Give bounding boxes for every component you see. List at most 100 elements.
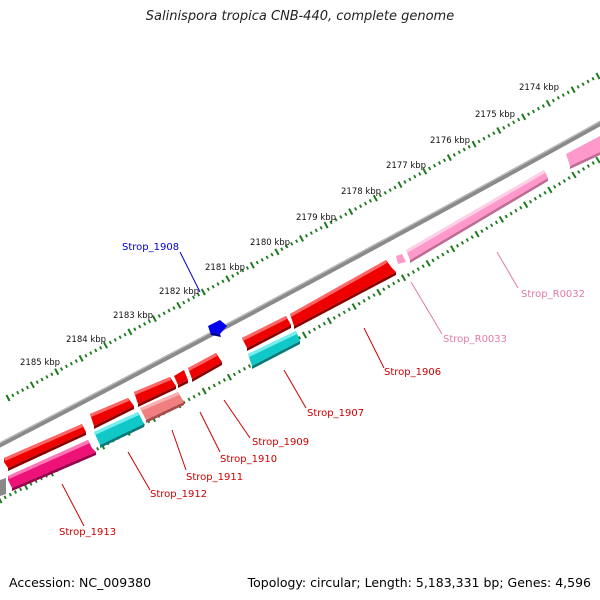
outer-tick xyxy=(211,284,215,289)
inner-tick xyxy=(207,386,211,391)
outer-tick xyxy=(545,99,551,107)
outer-tick xyxy=(84,353,88,358)
outer-tick xyxy=(192,295,196,300)
gene-label-strop-1912[interactable]: Strop_1912 xyxy=(150,489,207,500)
outer-tick xyxy=(167,308,171,313)
inner-tick xyxy=(523,201,529,209)
gene-label-strop-1911[interactable]: Strop_1911 xyxy=(186,472,243,483)
gene-1912-arrow[interactable] xyxy=(94,412,144,448)
kbp-label-2184: 2184 kbp xyxy=(66,335,106,345)
gene-red-b-arrow[interactable] xyxy=(90,398,134,429)
outer-tick xyxy=(187,298,191,302)
outer-tick xyxy=(413,174,417,179)
inner-tick xyxy=(192,394,196,399)
outer-tick xyxy=(566,90,570,95)
outer-tick xyxy=(437,161,442,165)
gene-1913-arrow[interactable] xyxy=(8,440,96,491)
inner-tick xyxy=(586,164,590,168)
inner-tick xyxy=(509,211,513,216)
outer-tick xyxy=(536,106,540,111)
outer-tick xyxy=(319,225,323,230)
outer-tick xyxy=(512,120,516,125)
outer-tick xyxy=(339,215,343,219)
gene-label-strop-r0033[interactable]: Strop_R0033 xyxy=(443,334,507,345)
inner-tick xyxy=(485,226,489,231)
kbp-label-2181: 2181 kbp xyxy=(205,263,245,273)
inner-tick xyxy=(372,293,376,297)
outer-tick xyxy=(309,231,313,235)
inner-tick xyxy=(322,321,326,326)
gene-label-strop-1906[interactable]: Strop_1906 xyxy=(384,367,441,378)
inner-tick xyxy=(376,288,382,296)
outer-tick xyxy=(176,301,182,309)
outer-tick xyxy=(35,380,39,385)
outer-tick xyxy=(452,153,456,157)
inner-tick xyxy=(247,364,252,368)
inner-tick xyxy=(301,331,308,339)
inner-tick xyxy=(367,296,371,300)
outer-tick xyxy=(446,154,452,162)
outer-tick xyxy=(5,394,11,402)
outer-tick xyxy=(467,144,471,149)
outer-tick xyxy=(89,351,93,355)
inner-tick xyxy=(357,301,361,306)
outer-tick xyxy=(157,314,161,318)
gene-label-strop-1907[interactable]: Strop_1907 xyxy=(307,408,364,419)
outer-tick xyxy=(591,76,595,81)
gene-1910-arrow[interactable] xyxy=(174,370,188,388)
inner-tick xyxy=(504,214,508,219)
outer-tick xyxy=(78,354,84,362)
outer-tick xyxy=(492,131,496,136)
gene-1909-arrow[interactable] xyxy=(188,353,222,382)
outer-tick xyxy=(295,239,299,244)
gene-label-strop-1913[interactable]: Strop_1913 xyxy=(59,527,116,538)
outer-tick xyxy=(354,207,358,211)
inner-tick xyxy=(232,372,236,377)
inner-tick xyxy=(514,208,518,213)
outer-tick xyxy=(502,125,506,130)
inner-tick xyxy=(400,274,407,282)
gene-1908-arrow[interactable] xyxy=(208,320,227,337)
outer-tick xyxy=(314,228,318,233)
inner-tick xyxy=(312,327,317,332)
inner-tick xyxy=(237,369,241,374)
outer-tick xyxy=(103,341,108,349)
gene-r0033-arrow[interactable] xyxy=(396,254,406,264)
gene-label-strop-r0032[interactable]: Strop_R0032 xyxy=(521,289,585,300)
inner-tick xyxy=(455,244,460,248)
inner-tick xyxy=(342,310,346,315)
gene-1911-arrow[interactable] xyxy=(140,392,184,423)
kbp-labels: 2174 kbp 2175 kbp 2176 kbp 2177 kbp 2178… xyxy=(20,83,559,368)
inner-tick xyxy=(557,182,562,186)
inner-tick xyxy=(326,317,332,325)
gene-label-strop-1910[interactable]: Strop_1910 xyxy=(220,454,277,465)
gene-right-edge-arrow[interactable] xyxy=(566,136,600,169)
gene-1906-arrow[interactable] xyxy=(290,260,396,329)
gene-1907-arrow[interactable] xyxy=(248,331,300,369)
inner-tick xyxy=(332,316,336,320)
outer-tick xyxy=(94,348,98,353)
gene-r0032-arrow[interactable] xyxy=(406,170,548,263)
inner-tick xyxy=(460,241,464,245)
gene-red-c-arrow[interactable] xyxy=(134,377,176,407)
gene-red-d-arrow[interactable] xyxy=(242,316,291,351)
inner-tick xyxy=(519,205,523,210)
inner-tick xyxy=(431,258,435,263)
gene-label-strop-1908[interactable]: Strop_1908 xyxy=(122,242,179,253)
outer-tick xyxy=(433,163,437,168)
outer-tick xyxy=(561,93,565,97)
inner-tick xyxy=(337,313,341,317)
inner-tick xyxy=(538,193,542,198)
kbp-label-2175: 2175 kbp xyxy=(475,110,515,120)
outer-tick xyxy=(363,201,368,206)
inner-tick xyxy=(553,185,557,189)
backbone-highlight xyxy=(0,120,600,444)
accession-text: Accession: NC_009380 xyxy=(9,575,152,590)
inner-tick xyxy=(543,191,547,195)
outer-tick xyxy=(595,72,600,80)
gene-red-a-arrow[interactable] xyxy=(4,424,86,471)
outer-tick xyxy=(507,123,511,127)
outer-tick xyxy=(123,332,127,337)
gene-label-strop-1909[interactable]: Strop_1909 xyxy=(252,437,309,448)
outer-tick xyxy=(245,266,249,270)
